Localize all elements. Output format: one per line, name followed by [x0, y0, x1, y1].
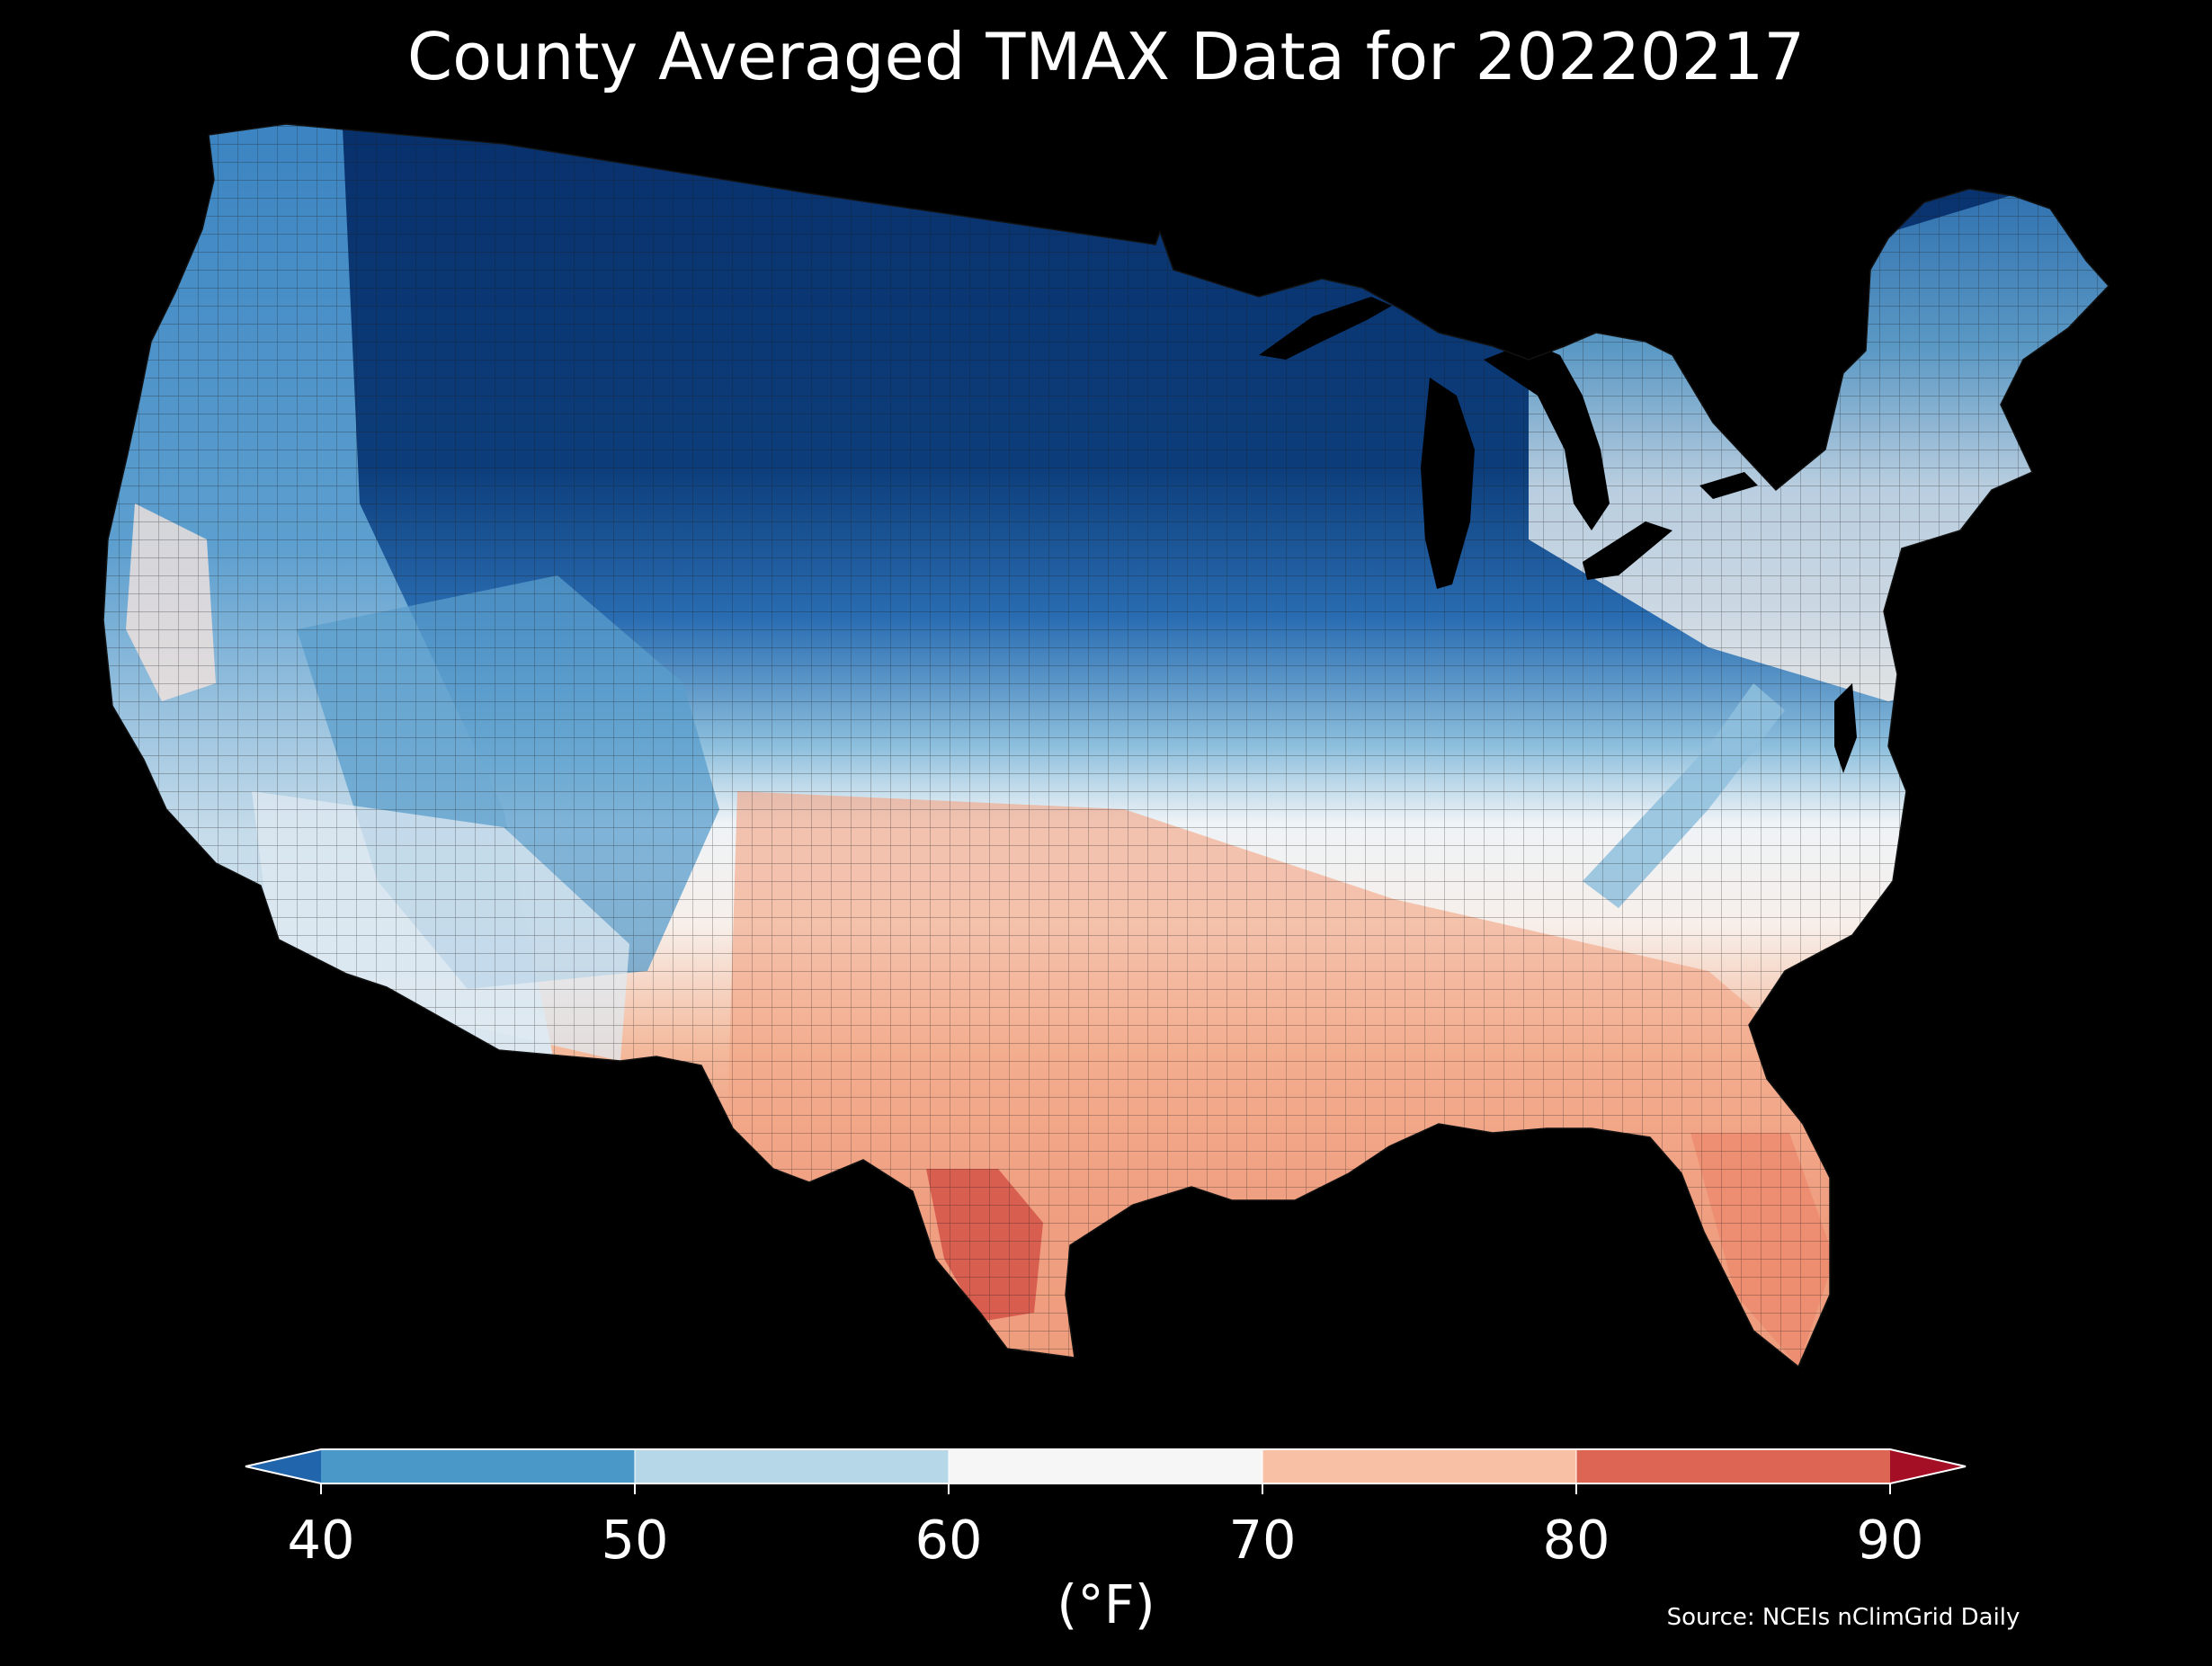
colorbar-tick-label: 90 — [1856, 1509, 1924, 1571]
colorbar-unit-label: (°F) — [1057, 1573, 1155, 1635]
colorbar-bin-50-60 — [635, 1449, 949, 1483]
colorbar-bin-40-50 — [321, 1449, 635, 1483]
colorbar-tick-label: 80 — [1542, 1509, 1610, 1571]
colorbar-tick-label: 60 — [914, 1509, 983, 1571]
source-credit: Source: NCEIs nClimGrid Daily — [1666, 1604, 2020, 1631]
great-lakes — [1259, 297, 1857, 773]
colorbar-tick-label: 40 — [287, 1509, 355, 1571]
colorbar-under-extension — [245, 1449, 321, 1483]
colorbar — [245, 1448, 1967, 1494]
us-county-map — [103, 124, 2109, 1367]
colorbar-over-extension — [1890, 1449, 1966, 1483]
colorbar-bin-80-90 — [1576, 1449, 1890, 1483]
colorbar-tick-label: 70 — [1228, 1509, 1297, 1571]
map-title: County Averaged TMAX Data for 20220217 — [406, 19, 1806, 94]
colorbar-bin-60-70 — [949, 1449, 1262, 1483]
colorbar-tick-label: 50 — [601, 1509, 669, 1571]
colorbar-bin-70-80 — [1262, 1449, 1576, 1483]
